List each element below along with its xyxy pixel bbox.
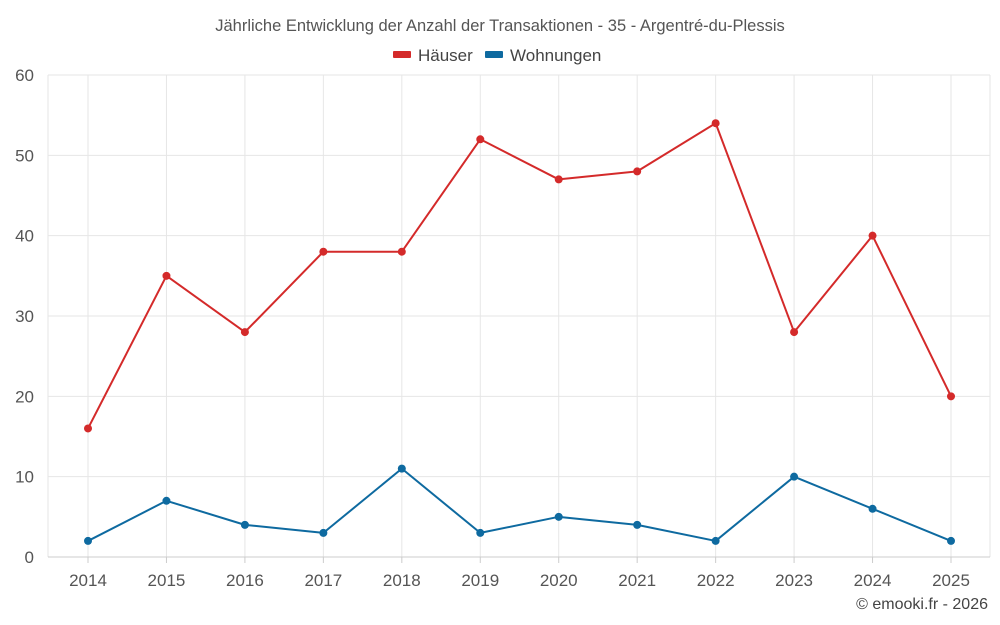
legend-swatch-wohnungen: [485, 51, 503, 58]
legend-item-haeuser[interactable]: Häuser: [393, 46, 473, 65]
x-tick-label: 2015: [148, 571, 186, 590]
data-point-wohnungen[interactable]: [476, 528, 485, 537]
series-line-wohnungen: [87, 467, 952, 542]
x-tick-label: 2020: [540, 571, 578, 590]
data-point-wohnungen[interactable]: [554, 512, 563, 521]
x-tick-label: 2016: [226, 571, 264, 590]
credit-text: © emooki.fr - 2026: [856, 596, 988, 613]
data-point-wohnungen[interactable]: [711, 536, 720, 545]
y-tick-label: 10: [15, 468, 34, 487]
series: [84, 119, 955, 545]
y-tick-label: 50: [15, 146, 34, 165]
x-tick-label: 2024: [854, 571, 892, 590]
data-point-haeuser[interactable]: [319, 247, 328, 256]
data-point-wohnungen[interactable]: [319, 528, 328, 537]
x-axis-ticks: 2014 2015 2016 2017 2018 2019 2020 2021 2022 2023…: [69, 571, 970, 590]
legend-swatch-haeuser: [393, 51, 411, 58]
data-point-wohnungen[interactable]: [162, 496, 171, 505]
data-point-wohnungen[interactable]: [868, 504, 877, 513]
data-point-wohnungen[interactable]: [397, 464, 406, 473]
x-tick-label: 2017: [304, 571, 342, 590]
data-point-wohnungen[interactable]: [633, 520, 642, 529]
data-point-haeuser[interactable]: [84, 424, 92, 433]
y-tick-label: 30: [15, 307, 34, 326]
data-point-haeuser[interactable]: [868, 231, 877, 240]
x-tick-label: 2022: [697, 571, 735, 590]
x-tick-label: 2019: [461, 571, 499, 590]
data-point-haeuser[interactable]: [947, 392, 955, 401]
data-point-haeuser[interactable]: [790, 328, 799, 337]
data-point-haeuser[interactable]: [397, 247, 406, 256]
data-point-wohnungen[interactable]: [84, 536, 92, 545]
axes: [48, 556, 990, 563]
x-tick-label: 2014: [69, 571, 107, 590]
y-tick-label: 60: [15, 66, 34, 85]
legend-label-wohnungen: Wohnungen: [510, 46, 601, 65]
data-point-haeuser[interactable]: [240, 328, 249, 337]
y-tick-label: 0: [25, 548, 34, 567]
data-point-haeuser[interactable]: [711, 119, 720, 128]
gridlines: [47, 74, 991, 557]
x-tick-label: 2021: [618, 571, 656, 590]
data-point-wohnungen[interactable]: [947, 536, 955, 545]
y-axis-ticks: 0 10 20 30 40 50 60: [15, 66, 34, 567]
series-line-haeuser: [87, 122, 952, 430]
data-point-haeuser[interactable]: [476, 135, 485, 144]
x-tick-label: 2018: [383, 571, 421, 590]
y-tick-label: 40: [15, 227, 34, 246]
x-tick-label: 2023: [775, 571, 813, 590]
data-point-haeuser[interactable]: [162, 271, 171, 280]
y-tick-label: 20: [15, 387, 34, 406]
data-point-haeuser[interactable]: [554, 175, 563, 184]
legend: Häuser Wohnungen: [393, 46, 601, 65]
legend-label-haeuser: Häuser: [418, 46, 473, 65]
data-point-wohnungen[interactable]: [240, 520, 249, 529]
legend-item-wohnungen[interactable]: Wohnungen: [485, 46, 601, 65]
chart-title: Jährliche Entwicklung der Anzahl der Tra…: [215, 17, 785, 35]
data-point-haeuser[interactable]: [633, 167, 642, 176]
x-tick-label: 2025: [932, 571, 970, 590]
data-point-wohnungen[interactable]: [790, 472, 799, 481]
